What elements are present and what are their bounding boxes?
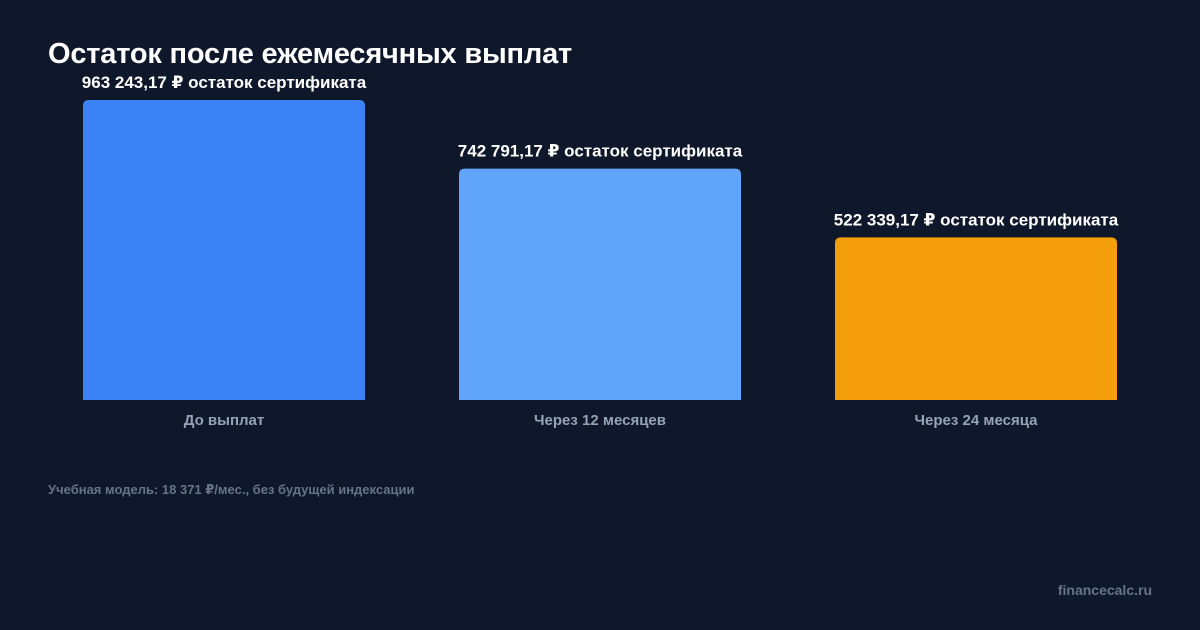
bar-2 <box>459 168 741 400</box>
bar-3 <box>835 237 1117 400</box>
labels-layer: 963 243,17 ₽ остаток сертификата До выпла… <box>82 73 1119 429</box>
category-label-3: Через 24 месяца <box>915 412 1039 429</box>
chart-title: Остаток после ежемесячных выплат <box>48 38 573 70</box>
bar-value-label-2: 742 791,17 ₽ остаток сертификата <box>458 142 743 161</box>
category-label-1: До выплат <box>184 412 265 429</box>
bars-layer <box>83 100 1117 400</box>
model-note: Учебная модель: 18 371 ₽/мес., без будущ… <box>48 482 415 497</box>
bar-value-label-3: 522 339,17 ₽ остаток сертификата <box>834 210 1119 229</box>
category-label-2: Через 12 месяцев <box>534 412 666 429</box>
bar-1 <box>83 100 365 400</box>
bar-value-label-1: 963 243,17 ₽ остаток сертификата <box>82 73 367 92</box>
site-brand[interactable]: financecalc.ru <box>1057 582 1152 598</box>
